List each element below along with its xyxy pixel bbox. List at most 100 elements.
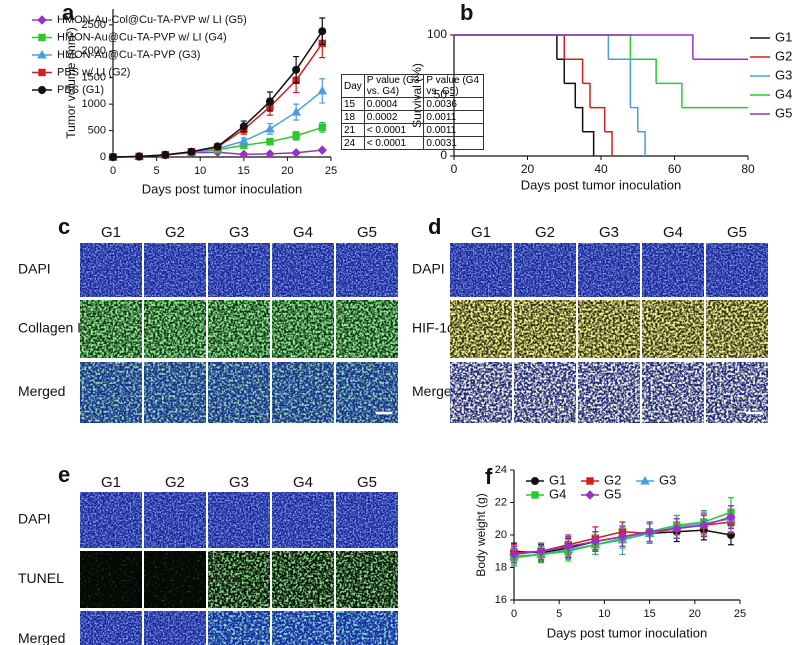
legend-label: PBS w/ LI (G2) <box>57 66 130 78</box>
marker <box>531 477 539 485</box>
marker <box>291 107 301 116</box>
table-cell: 21 <box>341 123 365 137</box>
row-label: Merged <box>18 630 65 645</box>
marker <box>161 150 170 159</box>
table-cell: 0.0004 <box>363 97 425 111</box>
legend-label: G3 <box>775 67 792 82</box>
micrograph-texture <box>272 492 334 548</box>
row-label: Merged <box>412 383 459 399</box>
y-tick-label: 18 <box>495 561 507 573</box>
marker <box>292 65 301 74</box>
y-tick-label: 1000 <box>82 98 106 110</box>
micrograph-texture <box>208 362 270 423</box>
micrograph-texture <box>80 492 142 548</box>
row-label: Collagen I <box>18 320 81 336</box>
x-tick-label: 80 <box>741 162 755 176</box>
x-tick-label: 20 <box>689 608 701 620</box>
x-tick-label: 25 <box>734 608 746 620</box>
y-tick-label: 0 <box>100 151 106 163</box>
micrograph-texture <box>336 551 398 608</box>
legend-label: G5 <box>604 486 621 501</box>
micrograph-texture <box>642 362 704 423</box>
micrograph-texture <box>450 243 512 297</box>
survival-step <box>589 106 606 132</box>
micrograph-texture <box>144 243 206 297</box>
column-header: G4 <box>293 474 313 491</box>
micrograph-texture <box>144 492 206 548</box>
table-cell: 0.0036 <box>423 97 484 111</box>
x-tick-label: 40 <box>594 162 608 176</box>
micrograph-texture <box>336 611 398 645</box>
panel-label: f <box>485 464 493 489</box>
table-cell: < 0.0001 <box>363 136 425 150</box>
marker <box>317 85 328 95</box>
legend-label: HMON-Au-Col@Cu-TA-PVP w/ LI (G5) <box>57 14 247 26</box>
micrograph-texture <box>144 611 206 645</box>
micrograph-texture <box>272 243 334 297</box>
micrograph-texture <box>450 300 512 358</box>
micrograph-texture <box>514 300 576 358</box>
table-cell: 0.0011 <box>423 110 484 124</box>
marker <box>38 86 46 94</box>
column-header: G4 <box>663 224 683 241</box>
table-cell: 0.0031 <box>423 136 484 150</box>
marker <box>109 153 117 161</box>
x-tick-label: 15 <box>238 165 250 177</box>
row-label: Merged <box>18 383 65 399</box>
legend-label: G4 <box>549 486 566 501</box>
marker <box>213 142 222 151</box>
marker <box>37 49 47 59</box>
survival-step <box>637 131 646 156</box>
micrograph-texture <box>514 362 576 423</box>
x-tick-label: 60 <box>668 162 682 176</box>
micrograph-texture <box>208 300 270 358</box>
column-header: G2 <box>165 224 185 241</box>
micrograph-texture <box>208 492 270 548</box>
column-header: G5 <box>727 224 747 241</box>
micrograph-texture <box>706 300 768 358</box>
survival-step <box>454 34 694 60</box>
x-axis-label: Days post tumor inoculation <box>521 177 681 192</box>
panel-label: c <box>58 214 70 239</box>
y-tick-label: 500 <box>88 124 106 136</box>
survival-step <box>564 82 577 108</box>
micrograph-texture <box>336 300 398 358</box>
micrograph-texture <box>144 551 206 608</box>
marker <box>265 123 275 133</box>
table-row: 15 0.0004 0.0036 <box>341 97 484 111</box>
y-tick-label: 0 <box>440 148 447 162</box>
legend-label: G2 <box>775 48 792 63</box>
p-value-table: Day P value (G3 vs. G4) P value (G4 vs. G5… <box>341 74 484 150</box>
y-tick-label: 16 <box>495 594 507 606</box>
y-tick-label: 2000 <box>82 45 106 57</box>
marker <box>292 132 300 140</box>
row-label: TUNEL <box>18 570 64 586</box>
micrograph-texture <box>80 362 142 423</box>
column-header: G1 <box>101 474 121 491</box>
marker <box>585 490 595 500</box>
table-cell: 24 <box>341 136 365 150</box>
y-tick-label: 2500 <box>82 19 106 31</box>
table-cell: 18 <box>341 110 365 124</box>
x-tick-label: 20 <box>521 162 535 176</box>
panel-label: a <box>62 0 75 25</box>
survival-step <box>630 58 657 84</box>
marker <box>38 33 46 42</box>
panel-label: e <box>58 462 70 487</box>
marker <box>265 149 275 159</box>
survival-step <box>656 82 683 108</box>
table-cell: Day <box>341 74 365 98</box>
table-header: Day P value (G3 vs. G4) P value (G4 vs. G5… <box>341 74 484 98</box>
column-header: G1 <box>101 224 121 241</box>
marker <box>586 477 594 485</box>
column-header: G3 <box>229 224 249 241</box>
y-tick-label: 1500 <box>82 72 106 84</box>
marker <box>266 137 274 146</box>
micrograph-texture <box>272 362 334 423</box>
micrograph-texture <box>208 243 270 297</box>
survival-step <box>604 131 613 156</box>
micrograph-texture <box>578 243 640 297</box>
marker <box>509 549 519 560</box>
x-tick-label: 5 <box>154 165 160 177</box>
